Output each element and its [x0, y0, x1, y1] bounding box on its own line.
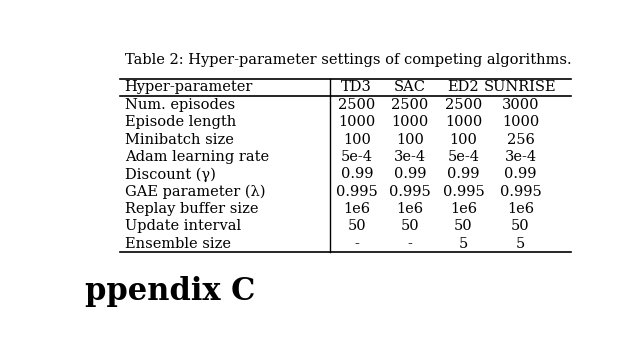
Text: 3e-4: 3e-4: [394, 150, 426, 164]
Text: 50: 50: [401, 219, 419, 233]
Text: 0.995: 0.995: [336, 185, 378, 199]
Text: 5: 5: [516, 237, 525, 251]
Text: Discount (γ): Discount (γ): [125, 167, 216, 182]
Text: GAE parameter (λ): GAE parameter (λ): [125, 184, 265, 199]
Text: 1e6: 1e6: [507, 202, 534, 216]
Text: 1000: 1000: [502, 115, 539, 129]
Text: 0.995: 0.995: [389, 185, 431, 199]
Text: 1000: 1000: [391, 115, 428, 129]
Text: Update interval: Update interval: [125, 219, 241, 233]
Text: 2500: 2500: [445, 98, 482, 112]
Text: -: -: [408, 237, 412, 251]
Text: 0.995: 0.995: [500, 185, 541, 199]
Text: Episode length: Episode length: [125, 115, 236, 129]
Text: 0.99: 0.99: [394, 167, 426, 181]
Text: Hyper-parameter: Hyper-parameter: [125, 81, 253, 95]
Text: 0.99: 0.99: [447, 167, 479, 181]
Text: 100: 100: [449, 132, 477, 146]
Text: 2500: 2500: [338, 98, 376, 112]
Text: 5e-4: 5e-4: [447, 150, 479, 164]
Text: 2500: 2500: [391, 98, 428, 112]
Text: Num. episodes: Num. episodes: [125, 98, 235, 112]
Text: Ensemble size: Ensemble size: [125, 237, 230, 251]
Text: 3e-4: 3e-4: [504, 150, 536, 164]
Text: ppendix C: ppendix C: [85, 276, 255, 306]
Text: ED2: ED2: [447, 81, 479, 95]
Text: Adam learning rate: Adam learning rate: [125, 150, 269, 164]
Text: 0.99: 0.99: [340, 167, 373, 181]
Text: 50: 50: [348, 219, 366, 233]
Text: Table 2: Hyper-parameter settings of competing algorithms.: Table 2: Hyper-parameter settings of com…: [125, 53, 571, 67]
Text: SUNRISE: SUNRISE: [484, 81, 557, 95]
Text: 0.995: 0.995: [442, 185, 484, 199]
Text: 1000: 1000: [338, 115, 376, 129]
Text: 100: 100: [396, 132, 424, 146]
Text: 5: 5: [459, 237, 468, 251]
Text: 1e6: 1e6: [450, 202, 477, 216]
Text: -: -: [355, 237, 359, 251]
Text: 5e-4: 5e-4: [340, 150, 372, 164]
Text: 3000: 3000: [502, 98, 539, 112]
Text: 50: 50: [511, 219, 530, 233]
Text: Replay buffer size: Replay buffer size: [125, 202, 258, 216]
Text: 256: 256: [506, 132, 534, 146]
Text: Minibatch size: Minibatch size: [125, 132, 234, 146]
Text: 1e6: 1e6: [396, 202, 424, 216]
Text: 100: 100: [343, 132, 371, 146]
Text: 50: 50: [454, 219, 473, 233]
Text: TD3: TD3: [341, 81, 372, 95]
Text: 0.99: 0.99: [504, 167, 537, 181]
Text: SAC: SAC: [394, 81, 426, 95]
Text: 1000: 1000: [445, 115, 482, 129]
Text: 1e6: 1e6: [343, 202, 371, 216]
